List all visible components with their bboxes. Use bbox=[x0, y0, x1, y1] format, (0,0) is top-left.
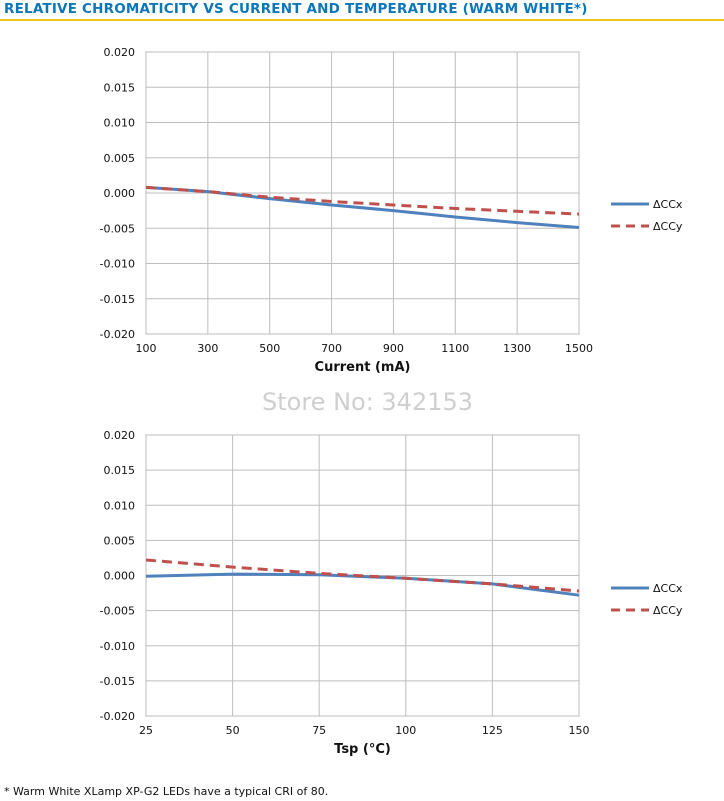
chart-chromaticity-vs-temperature: 0.020 0.015 0.010 0.005 0.000 -0.005 -0.010 -0.… bbox=[100, 429, 683, 757]
y-tick-label: -0.015 bbox=[100, 675, 135, 688]
x-tick-label: 25 bbox=[139, 724, 153, 737]
y-tick-label: 0.005 bbox=[104, 534, 136, 547]
y-tick-label: -0.010 bbox=[100, 258, 135, 271]
title-rule bbox=[0, 19, 724, 21]
y-tick-label: 0.015 bbox=[104, 464, 136, 477]
legend-label-dccx: ΔCCx bbox=[653, 582, 683, 595]
legend-label-dccx: ΔCCx bbox=[653, 198, 683, 211]
y-tick-label: -0.020 bbox=[100, 328, 135, 341]
y-tick-label: 0.020 bbox=[104, 429, 136, 442]
x-tick-label: 700 bbox=[321, 342, 342, 355]
y-tick-label: -0.020 bbox=[100, 710, 135, 723]
x-tick-label: 150 bbox=[569, 724, 590, 737]
x-tick-label: 300 bbox=[197, 342, 218, 355]
y-tick-label: 0.015 bbox=[104, 81, 136, 94]
series-line-dccy bbox=[145, 185, 580, 216]
y-tick-label: -0.005 bbox=[100, 605, 135, 618]
x-tick-label: 1300 bbox=[503, 342, 531, 355]
y-tick-label: 0.000 bbox=[104, 570, 136, 583]
y-tick-label: 0.010 bbox=[104, 499, 136, 512]
y-tick-label: -0.005 bbox=[100, 222, 135, 235]
x-tick-label: 50 bbox=[226, 724, 240, 737]
y-tick-label: 0.010 bbox=[104, 117, 136, 130]
x-tick-label: 100 bbox=[136, 342, 157, 355]
series-line-dccy bbox=[145, 558, 580, 593]
y-tick-label: 0.020 bbox=[104, 46, 136, 59]
x-tick-label: 900 bbox=[383, 342, 404, 355]
x-tick-label: 75 bbox=[312, 724, 326, 737]
x-tick-label: 1100 bbox=[441, 342, 469, 355]
x-tick-label: 500 bbox=[259, 342, 280, 355]
x-axis-label: Current (mA) bbox=[315, 360, 411, 375]
x-tick-label: 100 bbox=[395, 724, 416, 737]
footnote: * Warm White XLamp XP-G2 LEDs have a typ… bbox=[4, 785, 329, 798]
page-title: RELATIVE CHROMATICITY VS CURRENT AND TEM… bbox=[4, 1, 588, 17]
legend-label-dccy: ΔCCy bbox=[653, 604, 683, 617]
x-axis-label: Tsp (°C) bbox=[334, 742, 391, 757]
y-tick-label: 0.000 bbox=[104, 187, 136, 200]
store-watermark: Store No: 342153 bbox=[262, 388, 474, 416]
y-tick-label: -0.010 bbox=[100, 640, 135, 653]
y-tick-label: -0.015 bbox=[100, 293, 135, 306]
x-tick-label: 125 bbox=[482, 724, 503, 737]
chart-chromaticity-vs-current: 0.020 0.015 0.010 0.005 0.000 -0.005 -0.010 -0.… bbox=[100, 46, 683, 375]
y-tick-label: 0.005 bbox=[104, 152, 136, 165]
legend-label-dccy: ΔCCy bbox=[653, 220, 683, 233]
x-tick-label: 1500 bbox=[565, 342, 593, 355]
